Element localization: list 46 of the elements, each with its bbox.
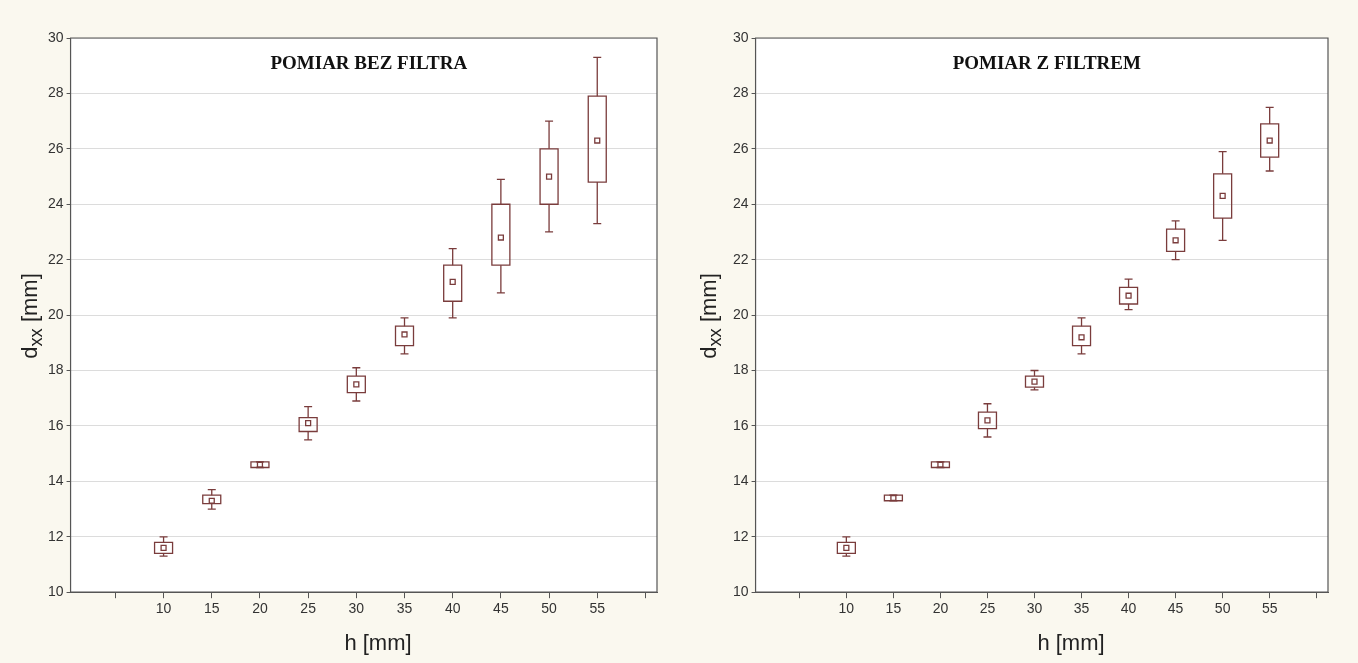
y-tick-label: 24	[47, 195, 64, 212]
text: POMIAR BEZ FILTRA	[270, 52, 468, 74]
x-tick-label: 30	[1026, 600, 1043, 617]
x-tick-label: 40	[444, 600, 461, 617]
y-tick-label: 12	[47, 527, 64, 544]
y-tick-label: 14	[47, 472, 64, 489]
x-tick-label: 55	[1261, 600, 1278, 617]
y-tick-label: 18	[47, 361, 64, 378]
x-tick-label: 15	[885, 600, 902, 617]
y-tick-label: 14	[732, 472, 749, 489]
y-tick-label: 12	[732, 527, 749, 544]
x-tick-label: 20	[252, 600, 268, 617]
x-tick-label: 50	[1214, 600, 1231, 617]
y-tick-label: 20	[732, 305, 749, 322]
y-tick-label: 26	[47, 139, 64, 156]
x-tick-label: 35	[396, 600, 413, 617]
y-tick-label: 10	[47, 583, 64, 600]
x-tick-label: 25	[979, 600, 996, 617]
x-tick-label: 25	[300, 600, 317, 617]
x-axis-title: h [mm]	[1037, 630, 1105, 656]
text: POMIAR Z FILTREM	[952, 52, 1141, 74]
y-tick-label: 22	[47, 250, 64, 267]
y-tick-label: 28	[732, 84, 749, 101]
y-tick-label: 10	[732, 583, 749, 600]
x-tick-label: 45	[1167, 600, 1184, 617]
y-tick-label: 28	[47, 84, 64, 101]
x-tick-label: 35	[1073, 600, 1090, 617]
x-tick-label: 45	[493, 600, 509, 617]
y-tick-label: 30	[47, 28, 64, 45]
x-axis-title: h [mm]	[344, 630, 412, 656]
y-tick-label: 20	[47, 305, 64, 322]
y-tick-label: 22	[732, 250, 749, 267]
y-tick-label: 16	[47, 416, 64, 433]
x-tick-label: 20	[932, 600, 949, 617]
x-tick-label: 40	[1120, 600, 1137, 617]
x-tick-label: 30	[348, 600, 365, 617]
x-tick-label: 10	[155, 600, 172, 617]
y-tick-label: 26	[732, 139, 749, 156]
x-tick-label: 15	[203, 600, 220, 617]
y-tick-label: 18	[732, 361, 749, 378]
y-tick-label: 30	[732, 28, 749, 45]
y-tick-label: 24	[732, 195, 749, 212]
x-tick-label: 55	[589, 600, 606, 617]
x-tick-label: 10	[838, 600, 855, 617]
x-tick-label: 50	[541, 600, 558, 617]
y-tick-label: 16	[732, 416, 749, 433]
